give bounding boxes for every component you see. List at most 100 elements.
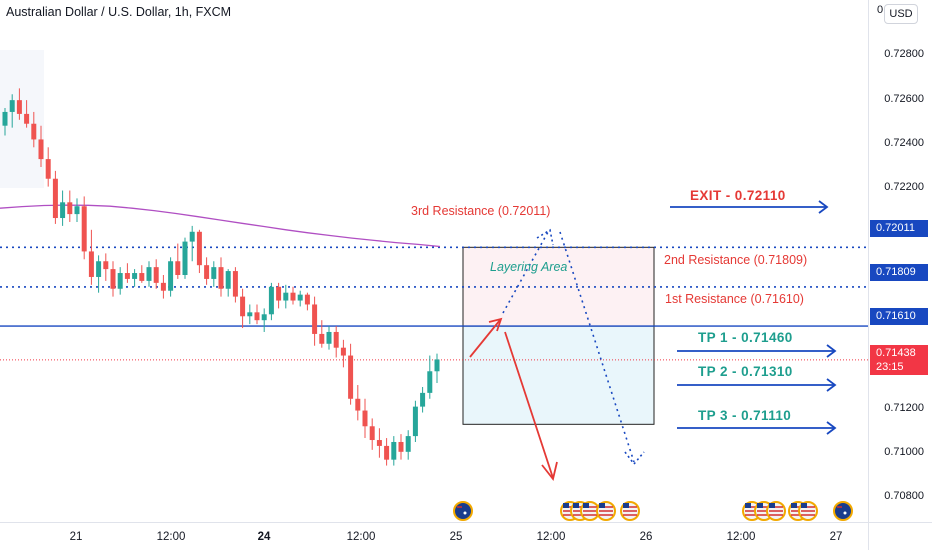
current-price-value: 0.71438	[876, 347, 916, 359]
drop-arrow	[504, 331, 554, 479]
candle-body	[218, 267, 224, 289]
event-flag-us-canton	[563, 503, 569, 508]
candle-body	[103, 261, 109, 270]
candle-body	[196, 231, 202, 266]
candle-body	[117, 273, 123, 289]
candle-body	[225, 271, 231, 289]
candle-body	[52, 178, 58, 219]
candle-body	[160, 282, 166, 291]
r3-price-tag: 0.72011	[870, 220, 928, 237]
candle-body	[290, 292, 296, 301]
event-flag-us-canton	[801, 503, 807, 508]
candle-body	[74, 206, 80, 215]
price-tick-1: 0.72800	[884, 48, 924, 60]
candle-body	[124, 273, 130, 279]
candle-body	[240, 296, 246, 317]
entry-arrow	[469, 319, 501, 358]
candle-body	[67, 202, 73, 215]
candle-body	[276, 286, 282, 301]
event-flag-au	[833, 501, 853, 521]
event-flag-us-canton	[623, 503, 629, 508]
time-tick-25: 25	[449, 531, 463, 543]
time-tick-27: 27	[829, 531, 843, 543]
third-resistance-label: 3rd Resistance (0.72011)	[411, 204, 551, 218]
candle-body	[16, 100, 22, 114]
event-flag-us-canton	[599, 503, 605, 508]
candle-body	[2, 111, 8, 126]
candle-body	[38, 139, 44, 160]
tp2-arrow-head	[826, 378, 837, 392]
time-tick-2: 12:00	[156, 531, 186, 543]
candle-body	[362, 410, 368, 427]
candle-body	[261, 314, 267, 321]
price-tick-6: 0.71000	[884, 446, 924, 458]
candle-body	[297, 294, 303, 301]
price-tick-2: 0.72600	[884, 93, 924, 105]
tp1-label: TP 1 - 0.71460	[698, 330, 793, 345]
entry-arrow-head	[488, 317, 503, 332]
candle-body	[304, 294, 310, 305]
drop-arrow-head	[541, 461, 558, 482]
candle-body	[132, 273, 138, 279]
event-flag-us-canton	[791, 503, 797, 508]
candle-body	[9, 100, 15, 112]
tp3-arrow-head	[826, 421, 837, 435]
tp1-arrow-head	[826, 344, 837, 358]
candle-body	[405, 436, 411, 452]
r2-price-tag: 0.71809	[870, 264, 928, 281]
candle-body	[319, 333, 325, 344]
time-tick-6: 12:00	[536, 531, 566, 543]
tp2-label: TP 2 - 0.71310	[698, 364, 793, 379]
candle-body	[189, 231, 195, 242]
candle-body	[204, 265, 210, 279]
candle-body	[182, 241, 188, 275]
candle-body	[24, 113, 30, 124]
candle-body	[45, 159, 51, 179]
price-tick-5: 0.71200	[884, 402, 924, 414]
exit-label: EXIT - 0.72110	[690, 188, 786, 203]
candle-body	[420, 392, 426, 407]
candle-body	[175, 261, 181, 275]
second-resistance-label: 2nd Resistance (0.71809)	[664, 253, 808, 267]
time-tick-26: 26	[639, 531, 653, 543]
tp3-label: TP 3 - 0.71110	[698, 408, 792, 423]
event-flag-au-star	[463, 511, 467, 515]
candle-body	[376, 440, 382, 446]
time-tick-8: 12:00	[726, 531, 756, 543]
target-zone	[462, 325, 655, 425]
layering-area-label: Layering Area	[490, 260, 568, 274]
event-flag-au-star	[843, 511, 847, 515]
candle-body	[139, 273, 145, 281]
price-tick-3: 0.72400	[884, 137, 924, 149]
candle-body	[168, 261, 174, 291]
layering-up-arrow-head	[536, 228, 554, 246]
time-tick-24: 24	[257, 531, 271, 543]
candle-body	[333, 331, 339, 348]
candle-body	[110, 269, 116, 289]
candle-body	[434, 359, 440, 372]
candle-body	[211, 267, 217, 279]
candle-body	[153, 267, 159, 283]
candle-body	[88, 251, 94, 277]
currency-button[interactable]: USD	[884, 4, 918, 24]
layering-down-arrow	[559, 231, 635, 463]
first-resistance-label: 1st Resistance (0.71610)	[665, 292, 804, 306]
exit-arrow-head	[818, 200, 829, 214]
candle-body	[355, 398, 361, 411]
price-tick-7: 0.70800	[884, 490, 924, 502]
candle-body	[391, 441, 397, 460]
candle-body	[398, 441, 404, 452]
current-price-tag: 0.71438 23:15	[870, 345, 928, 375]
event-flag-us-canton	[583, 503, 589, 508]
candle-body	[254, 312, 260, 321]
r1-price-tag: 0.71610	[870, 308, 928, 325]
price-tick-top: 0	[877, 4, 884, 16]
candle-body	[427, 371, 433, 393]
event-flag-us-canton	[573, 503, 579, 508]
layering-down-arrow-head	[624, 451, 645, 466]
event-flag-us-canton	[745, 503, 751, 508]
time-tick-4: 12:00	[346, 531, 376, 543]
candle-body	[312, 304, 318, 334]
candle-body	[384, 445, 390, 460]
